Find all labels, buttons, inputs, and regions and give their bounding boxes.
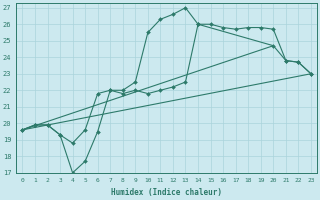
X-axis label: Humidex (Indice chaleur): Humidex (Indice chaleur) [111,188,222,197]
